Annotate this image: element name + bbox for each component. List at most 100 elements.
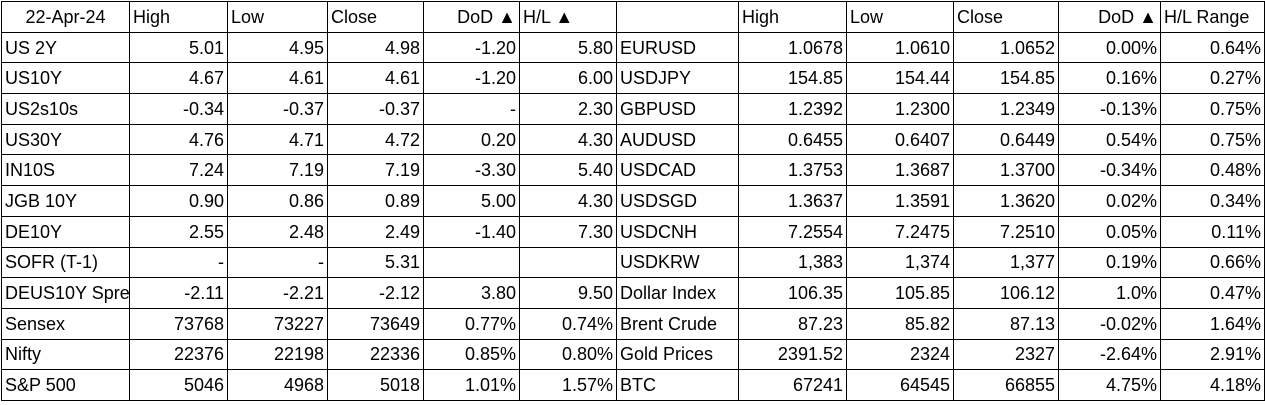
low-value: 4.61: [227, 62, 328, 95]
hl-value: 1.57%: [519, 369, 617, 401]
instrument-name: Nifty: [1, 338, 130, 371]
instrument-name: Brent Crude: [616, 307, 739, 340]
table-row: IN10S 7.24 7.19 7.19 -3.30 5.40 USDCAD 1.3753 1.…: [1, 154, 1265, 187]
table-row: DE10Y 2.55 2.48 2.49 -1.40 7.30 USDCNH 7.2554 7.…: [1, 215, 1265, 248]
high-value: 2.55: [129, 215, 228, 248]
hl-value: 0.74%: [519, 307, 617, 340]
low-value: 2324: [846, 338, 954, 371]
low-value: 154.44: [846, 62, 954, 95]
dod-value: -: [423, 93, 520, 125]
table-row: US 2Y 5.01 4.95 4.98 -1.20 5.80 EURUSD 1.0678 1.…: [1, 31, 1265, 64]
close-value: 0.89: [327, 185, 424, 217]
hl-value: 0.80%: [519, 338, 617, 371]
close-value: 1.3700: [953, 154, 1059, 187]
low-value: 85.82: [846, 307, 954, 340]
high-value: 5.01: [129, 31, 228, 64]
dod-value: 1.01%: [423, 369, 520, 401]
hl-value: 7.30: [519, 215, 617, 248]
instrument-name: USDCNH: [616, 215, 739, 248]
hl-range-value: 1.64%: [1160, 307, 1265, 340]
hl-range-value: 0.34%: [1160, 185, 1265, 217]
instrument-name: US2s10s: [1, 93, 130, 125]
close-value: 4.61: [327, 62, 424, 95]
close-header: Close: [327, 1, 424, 33]
instrument-name: GBPUSD: [616, 93, 739, 125]
close-value: 73649: [327, 307, 424, 340]
table-row: DEUS10Y Spre -2.11 -2.21 -2.12 3.80 9.50 Dolla…: [1, 277, 1265, 309]
table-row: US2s10s -0.34 -0.37 -0.37-2.30 GBPUSD 1.2392 1…: [1, 93, 1265, 125]
low-value: -0.37: [227, 93, 328, 125]
hl-value: 5.40: [519, 154, 617, 187]
instrument-name: IN10S: [1, 154, 130, 187]
close-value: 5018: [327, 369, 424, 401]
instrument-name: DEUS10Y Spre: [1, 277, 130, 309]
dod-value: -0.02%: [1058, 307, 1161, 340]
low-value: -2.21: [227, 277, 328, 309]
dod-value: 0.16%: [1058, 62, 1161, 95]
low-value: 1,374: [846, 246, 954, 279]
close-value: -2.12: [327, 277, 424, 309]
high-value: 1.3637: [738, 185, 847, 217]
instrument-name: DE10Y: [1, 215, 130, 248]
hl-value: 9.50: [519, 277, 617, 309]
high-value: 1.2392: [738, 93, 847, 125]
table-row: SOFR (T-1) - -5.31 USDKRW 1,383 1,374 1,377 0.1…: [1, 246, 1265, 279]
dod-value: -1.40: [423, 215, 520, 248]
hl-value: 5.80: [519, 31, 617, 64]
instrument-name: Dollar Index: [616, 277, 739, 309]
close-value: 1.2349: [953, 93, 1059, 125]
dod-value: -1.20: [423, 31, 520, 64]
low-value: 105.85: [846, 277, 954, 309]
table-row: Nifty 22376 22198 22336 0.85% 0.80% Gold Price…: [1, 338, 1265, 371]
fx-high-header: High: [738, 1, 847, 33]
hl-range-value: 2.91%: [1160, 338, 1265, 371]
close-value: 1,377: [953, 246, 1059, 279]
instrument-name: US 2Y: [1, 31, 130, 64]
close-value: 154.85: [953, 62, 1059, 95]
low-value: 0.6407: [846, 123, 954, 156]
instrument-name: USDSGD: [616, 185, 739, 217]
close-value: 0.6449: [953, 123, 1059, 156]
close-value: 5.31: [327, 246, 424, 279]
dod-value: -1.20: [423, 62, 520, 95]
instrument-name: BTC: [616, 369, 739, 401]
instrument-name: EURUSD: [616, 31, 739, 64]
high-value: 1.0678: [738, 31, 847, 64]
dod-value: -0.13%: [1058, 93, 1161, 125]
instrument-header: [616, 1, 739, 33]
high-value: 2391.52: [738, 338, 847, 371]
low-value: 22198: [227, 338, 328, 371]
dod-value: 1.0%: [1058, 277, 1161, 309]
high-value: 0.6455: [738, 123, 847, 156]
dod-value: -3.30: [423, 154, 520, 187]
low-value: 4.95: [227, 31, 328, 64]
instrument-name: S&P 500: [1, 369, 130, 401]
dod-value: 0.02%: [1058, 185, 1161, 217]
close-value: 87.13: [953, 307, 1059, 340]
instrument-name: AUDUSD: [616, 123, 739, 156]
hl-range-value: 0.11%: [1160, 215, 1265, 248]
hl-value: 4.30: [519, 123, 617, 156]
close-value: 7.19: [327, 154, 424, 187]
dod-value: 0.85%: [423, 338, 520, 371]
dod-value: 0.19%: [1058, 246, 1161, 279]
dod-value: 5.00: [423, 185, 520, 217]
table-row: S&P 500 5046 4968 5018 1.01% 1.57% BTC 67241 645…: [1, 369, 1265, 401]
dod-value: 4.75%: [1058, 369, 1161, 401]
hl-range-header: H/L Range: [1160, 1, 1265, 33]
date-header: 22-Apr-24: [1, 1, 130, 33]
high-value: 1,383: [738, 246, 847, 279]
hl-value: [519, 246, 617, 279]
close-value: 4.98: [327, 31, 424, 64]
instrument-name: JGB 10Y: [1, 185, 130, 217]
high-value: -2.11: [129, 277, 228, 309]
high-value: 5046: [129, 369, 228, 401]
dod-value: 0.20: [423, 123, 520, 156]
table-row: US10Y 4.67 4.61 4.61 -1.20 6.00 USDJPY 154.85 15…: [1, 62, 1265, 95]
hl-range-value: 0.27%: [1160, 62, 1265, 95]
dod-value: -2.64%: [1058, 338, 1161, 371]
table-row: US30Y 4.76 4.71 4.72 0.20 4.30 AUDUSD 0.6455 0.6…: [1, 123, 1265, 156]
close-value: 22336: [327, 338, 424, 371]
close-value: 2327: [953, 338, 1059, 371]
